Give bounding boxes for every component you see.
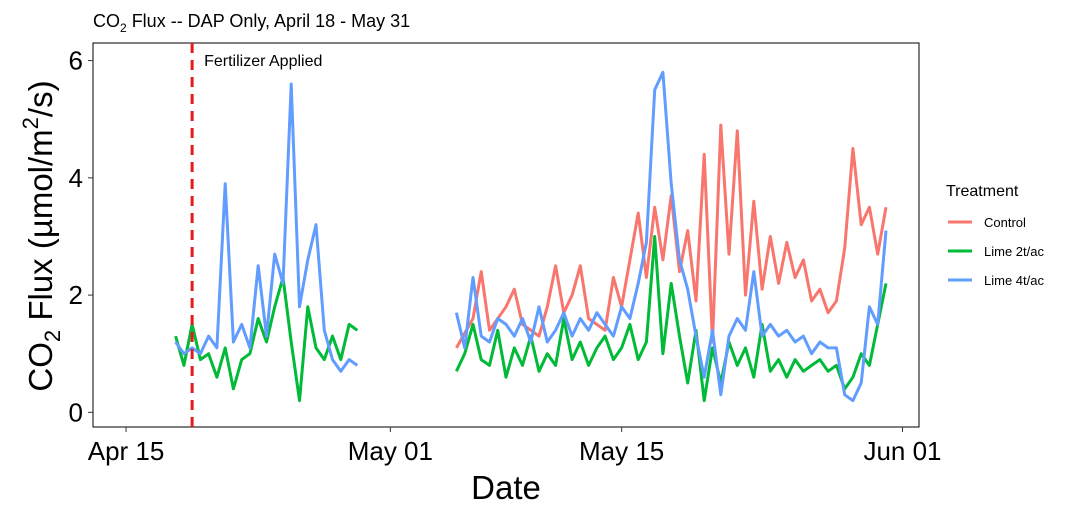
x-tick-label: May 15 xyxy=(579,436,664,466)
chart-title-subscript: 2 xyxy=(120,21,127,35)
y-axis-label-end: /s) xyxy=(22,80,59,117)
legend-label: Lime 2t/ac xyxy=(984,244,1044,259)
y-axis-ticks: 0 2 4 6 xyxy=(69,46,93,427)
chart-title-main: CO xyxy=(93,11,120,31)
chart-title: CO2 Flux -- DAP Only, April 18 - May 31 xyxy=(93,11,410,35)
chart-title-rest: Flux -- DAP Only, April 18 - May 31 xyxy=(127,11,410,31)
annotation: Fertilizer Applied xyxy=(190,43,322,427)
y-axis-label-mid: Flux (µmol/m xyxy=(22,129,59,330)
x-axis-label: Date xyxy=(471,469,541,506)
y-axis-label: CO2 Flux (µmol/m2/s) xyxy=(18,80,65,391)
series-line-control xyxy=(455,123,888,349)
y-axis-label-co: CO xyxy=(22,342,59,392)
legend-title: Treatment xyxy=(946,183,1019,200)
series-line-lime-2t-ac xyxy=(174,235,888,403)
y-axis-label-subscript: 2 xyxy=(40,330,65,342)
x-tick-label: Apr 15 xyxy=(88,436,165,466)
legend-label: Control xyxy=(984,215,1026,230)
x-axis-ticks: Apr 15 May 01 May 15 Jun 01 xyxy=(88,427,942,466)
series-line-lime-4t-ac xyxy=(174,70,888,403)
legend: Treatment Control Lime 2t/ac Lime 4t/ac xyxy=(946,183,1044,288)
x-tick-label: May 01 xyxy=(348,436,433,466)
y-axis-label-superscript: 2 xyxy=(18,117,43,129)
x-tick-label: Jun 01 xyxy=(863,436,941,466)
y-tick-label: 0 xyxy=(69,397,83,427)
legend-label: Lime 4t/ac xyxy=(984,273,1044,288)
y-tick-label: 2 xyxy=(69,280,83,310)
y-tick-label: 6 xyxy=(69,46,83,76)
y-tick-label: 4 xyxy=(69,163,83,193)
fertilizer-label: Fertilizer Applied xyxy=(204,53,322,70)
series-lines xyxy=(174,70,888,403)
